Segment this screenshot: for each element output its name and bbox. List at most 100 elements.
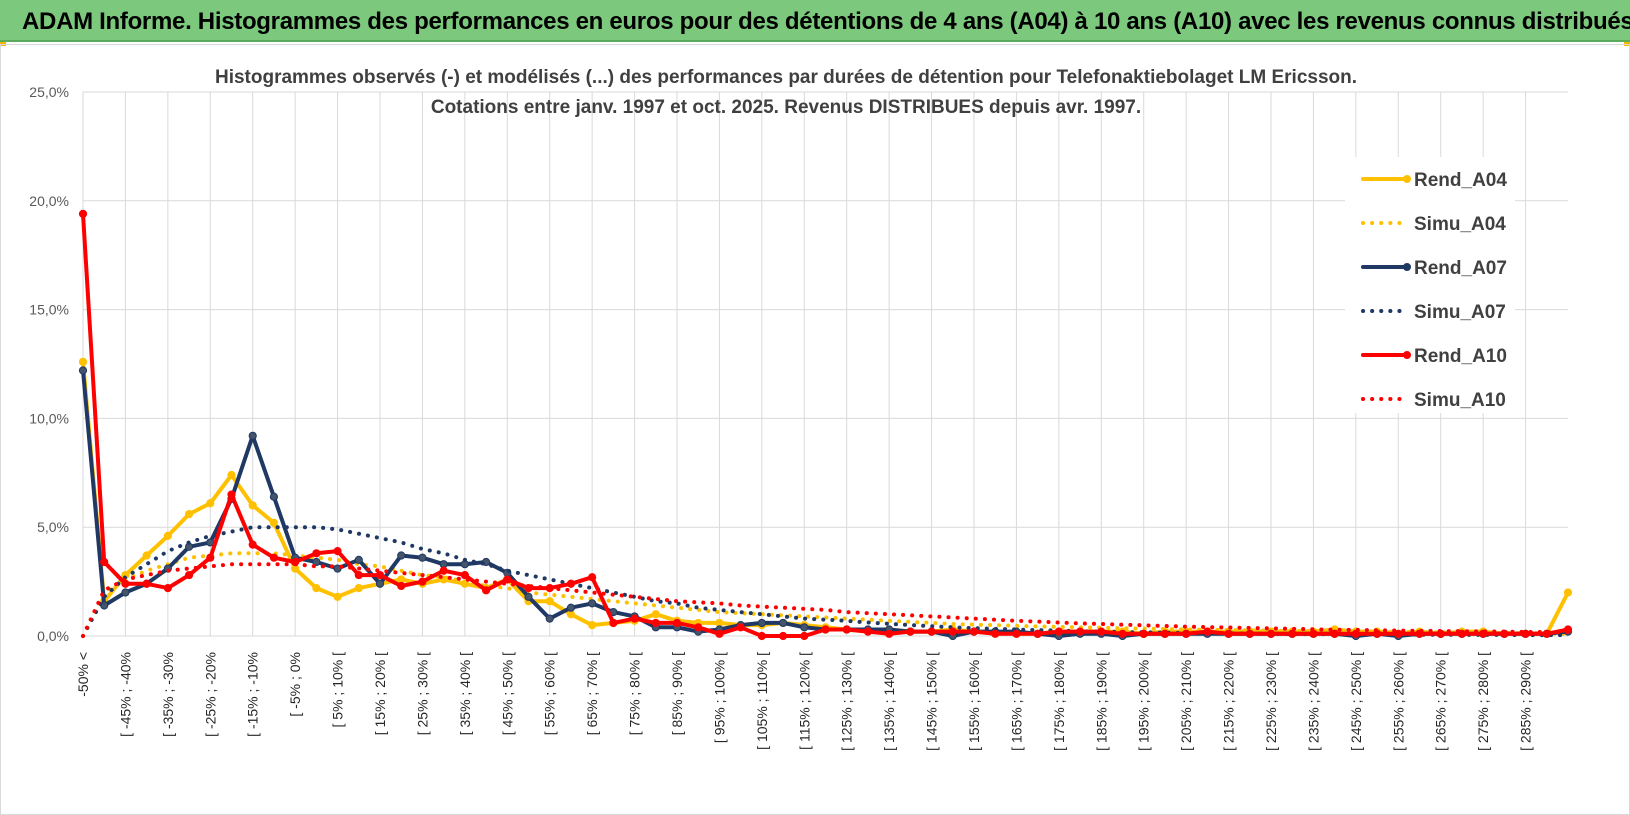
data-point [1394,629,1403,638]
data-point [1160,629,1170,638]
x-tick-label: [ 215% ; 220% [ [1221,652,1237,751]
x-tick-label: [ 15% ; 20% [ [372,652,388,735]
y-tick-label: 20,0% [29,193,69,209]
data-point [715,629,724,638]
data-point [1224,629,1233,638]
data-point [524,592,533,601]
series-simu-a07 [81,525,1570,638]
data-point [248,540,257,549]
data-point [1118,629,1127,638]
data-point [588,621,597,630]
data-point [736,623,745,632]
data-point [503,575,512,584]
x-tick-label: [ 175% ; 180% [ [1051,652,1067,751]
data-point [312,584,321,593]
y-tick-label: 10,0% [29,410,69,426]
data-point [375,570,385,580]
chart-area: Histogrammes observés (-) et modélisés (… [0,44,1630,815]
series-line [81,551,1570,638]
x-tick-label: [ 255% ; 260% [ [1390,652,1406,751]
data-point [184,510,194,519]
data-point [354,584,363,593]
data-point [545,614,554,623]
data-point [1563,588,1573,597]
series-simu-a10 [81,562,1570,638]
series-simu-a04 [81,551,1570,638]
data-point [609,618,618,628]
x-tick-label: [ 55% ; 60% [ [542,652,558,735]
x-tick-label: [ 225% ; 230% [ [1263,652,1279,751]
data-point [757,618,766,628]
data-point [778,631,788,641]
data-point [227,490,236,499]
data-point [354,570,363,580]
x-tick-label: -50% < [75,652,91,697]
data-point [651,618,660,628]
series-rend-a10 [78,209,1573,641]
data-point [1097,627,1106,636]
data-point [418,577,427,586]
legend-background [1345,157,1515,413]
legend-marker [1403,351,1411,359]
data-point [842,625,851,634]
legend-item-simu-a04: Simu_A04 [1361,214,1506,235]
data-point [566,579,576,588]
x-tick-label: [ 5% ; 10% [ [330,652,346,728]
x-tick-label: [ 115% ; 120% [ [796,652,812,750]
data-point [1288,629,1297,638]
data-point [78,209,88,218]
x-tick-label: [ 165% ; 170% [ [1008,652,1024,751]
data-point [800,631,809,641]
data-point [545,597,554,606]
data-point [184,570,194,580]
data-point [460,570,469,580]
x-tick-label: [ 185% ; 190% [ [1093,652,1109,751]
x-tick-label: [ 85% ; 90% [ [669,652,685,735]
data-point [927,627,936,636]
data-point [78,366,88,375]
x-tick-label: [ -15% ; -10% [245,652,261,737]
data-point [312,557,321,567]
legend-label: Simu_A10 [1414,390,1506,411]
legend-item-rend-a07: Rend_A07 [1361,258,1507,279]
data-point [78,357,88,366]
data-point [1075,627,1085,636]
data-point [248,431,257,440]
data-point [630,614,639,623]
x-tick-label: [ 155% ; 160% [ [966,652,982,751]
legend-marker [1403,175,1411,183]
data-point [100,557,109,567]
x-tick-label: [ -25% ; -20% [202,652,218,737]
x-tick-label: [ 105% ; 110% [ [754,652,770,750]
legend-item-rend-a04: Rend_A04 [1361,170,1507,191]
x-tick-label: [ 135% ; 140% [ [881,652,897,751]
data-point [439,566,448,575]
x-tick-label: [ 95% ; 100% [ [711,652,727,743]
data-point [1012,629,1021,638]
legend-label: Simu_A07 [1414,302,1506,323]
x-tick-label: [ -35% ; -30% [160,652,176,737]
data-point [800,623,809,632]
data-point [248,501,257,510]
data-point [269,492,279,501]
data-point [588,573,597,582]
y-tick-label: 25,0% [29,84,69,100]
series-line [81,525,1570,638]
series-line [81,562,1570,638]
data-point [672,618,682,628]
legend-label: Rend_A10 [1414,346,1507,367]
data-point [375,579,385,588]
x-tick-label: [ 75% ; 80% [ [627,652,643,735]
x-tick-label: [ 25% ; 30% [ [414,652,430,735]
data-point [397,551,406,560]
data-point [121,588,130,597]
x-tick-label: [ 35% ; 40% [ [457,652,473,735]
data-point [418,553,427,562]
data-point [142,551,151,560]
x-tick-label: [ 145% ; 150% [ [924,652,940,751]
histogram-chart: Histogrammes observés (-) et modélisés (… [29,67,1573,751]
x-tick-label: [ 65% ; 70% [ [584,652,600,735]
data-point [821,625,830,634]
x-tick-label: [ -5% ; 0% [287,652,303,717]
data-point [142,579,151,588]
